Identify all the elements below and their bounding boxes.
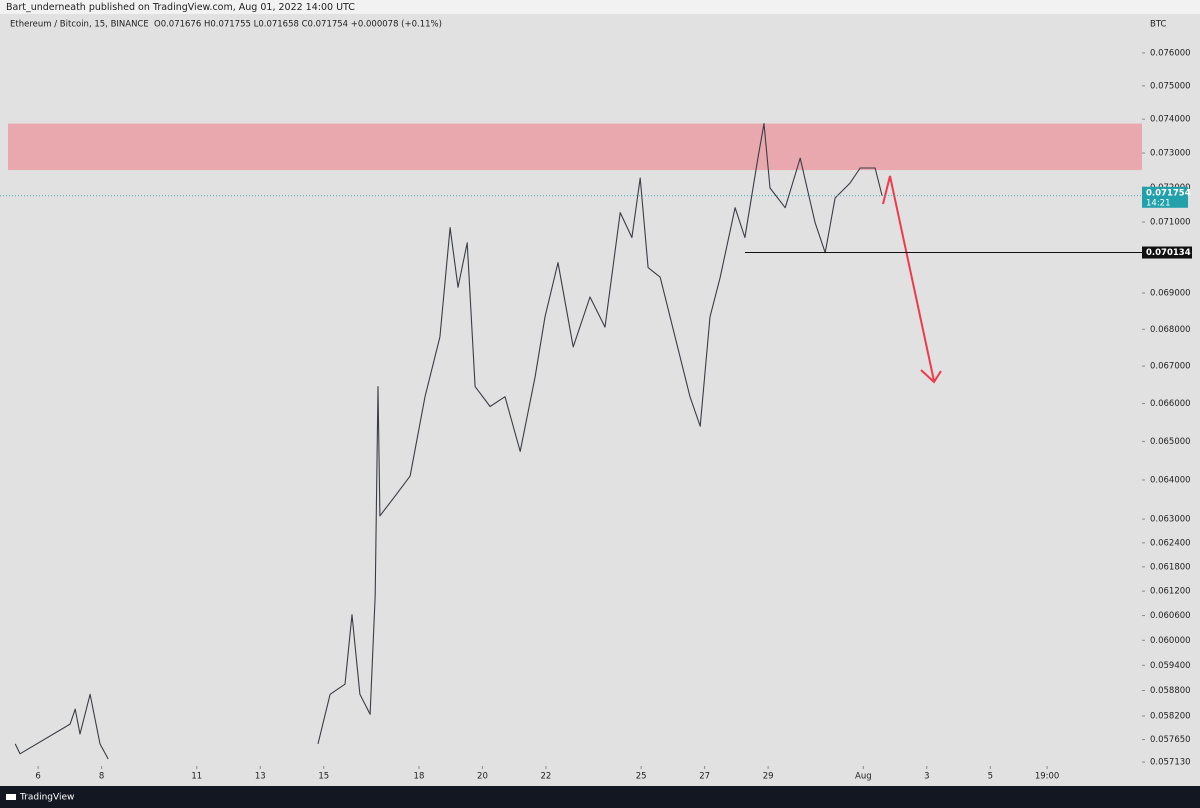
y-tick-label: 0.058800 <box>1150 686 1191 696</box>
y-tick-label: 0.073000 <box>1150 148 1191 158</box>
y-tick-label: 0.065000 <box>1150 437 1191 447</box>
y-tick-label: 0.067000 <box>1150 362 1191 372</box>
y-tick-label: 0.076000 <box>1150 48 1191 58</box>
x-tick-label: 8 <box>99 772 104 782</box>
y-tick-label: 0.057130 <box>1150 758 1191 768</box>
y-tick-label: 0.062400 <box>1150 538 1191 548</box>
ohlc: O0.071676 H0.071755 L0.071658 C0.071754 … <box>154 20 442 30</box>
publisher: Bart_underneath published on TradingView… <box>6 2 355 13</box>
price-axis <box>1142 14 1200 786</box>
x-tick-label: 27 <box>699 772 710 782</box>
y-tick-label: 0.063000 <box>1150 515 1191 525</box>
support-label: 0.070134 <box>1146 248 1191 258</box>
y-tick-label: 0.059400 <box>1150 661 1191 671</box>
x-tick-label: 25 <box>636 772 647 782</box>
last-price-box <box>1142 186 1188 208</box>
plot-layer <box>8 123 1142 760</box>
y-tick-label: 0.068000 <box>1150 325 1191 335</box>
x-tick-label: 29 <box>763 772 774 782</box>
y-tick-label: 0.060000 <box>1150 636 1191 646</box>
currency: BTC <box>1150 20 1167 30</box>
brand-logo <box>6 794 16 800</box>
last-price-label: 0.071754 <box>1146 188 1191 198</box>
y-tick-label: 0.057650 <box>1150 735 1191 745</box>
x-tick-label: 3 <box>924 772 929 782</box>
y-tick-label: 0.061200 <box>1150 587 1191 597</box>
y-tick-label: 0.066000 <box>1150 399 1191 409</box>
x-tick-label: 13 <box>255 772 266 782</box>
y-tick-label: 0.058200 <box>1150 711 1191 721</box>
price-line <box>317 123 883 745</box>
support-box <box>1142 246 1192 259</box>
y-tick-label: 0.064000 <box>1150 475 1191 485</box>
symbol: Ethereum / Bitcoin, 15, BINANCE <box>10 20 149 30</box>
y-tick-label: 0.071000 <box>1150 218 1191 228</box>
x-tick-label: 19:00 <box>1035 772 1060 782</box>
x-tick-label: 6 <box>35 772 40 782</box>
arrow-head <box>920 369 942 384</box>
x-tick-label: 11 <box>191 772 202 782</box>
x-tick-label: 20 <box>477 772 488 782</box>
x-tick-label: 5 <box>988 772 993 782</box>
x-tick-label: Aug <box>855 772 872 782</box>
x-tick-label: 22 <box>541 772 552 782</box>
arrow <box>882 175 935 382</box>
x-tick-label: 15 <box>318 772 329 782</box>
countdown-label: 14:21 <box>1146 198 1171 208</box>
y-tick-label: 0.069000 <box>1150 289 1191 299</box>
brand: TradingView <box>19 793 74 803</box>
header-bar <box>0 0 1200 14</box>
footer-bar <box>0 786 1200 808</box>
x-tick-label: 18 <box>414 772 425 782</box>
y-tick-label: 0.075000 <box>1150 81 1191 91</box>
y-tick-label: 0.061800 <box>1150 562 1191 572</box>
y-tick-label: 0.060600 <box>1150 611 1191 621</box>
y-tick-label: 0.074000 <box>1150 115 1191 125</box>
price-line <box>14 693 109 760</box>
resistance-zone <box>8 123 1142 171</box>
